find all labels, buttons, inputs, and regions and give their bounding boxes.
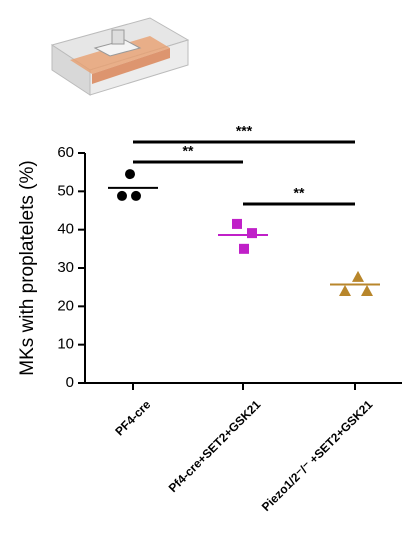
significance-label: ** — [183, 143, 194, 159]
significance-label: *** — [236, 123, 253, 139]
x-tick-label: Pf4-cre+SET2+GSK21 — [166, 397, 264, 495]
device-illustration — [50, 17, 190, 96]
point — [339, 285, 351, 296]
y-tick-label: 60 — [57, 144, 74, 161]
point — [352, 270, 364, 282]
significance-label: ** — [294, 185, 305, 201]
y-tick-label: 20 — [57, 297, 74, 314]
y-tick-label: 10 — [57, 336, 74, 353]
point — [239, 243, 249, 254]
point — [247, 228, 257, 239]
y-tick-label: 30 — [57, 259, 74, 276]
y-tick-label: 40 — [57, 221, 74, 238]
point — [232, 218, 242, 229]
point — [117, 190, 127, 201]
y-axis-label: MKs with proplatelets (%) — [17, 160, 38, 375]
x-tick-label: PF4-cre — [112, 397, 153, 438]
point — [131, 190, 141, 201]
y-tick-label: 50 — [57, 182, 74, 199]
point — [361, 285, 373, 296]
y-tick-label: 0 — [66, 374, 74, 391]
x-tick-label: Piezo1/2⁻/⁻ +SET2+GSK21 — [259, 397, 376, 514]
point — [125, 169, 135, 180]
